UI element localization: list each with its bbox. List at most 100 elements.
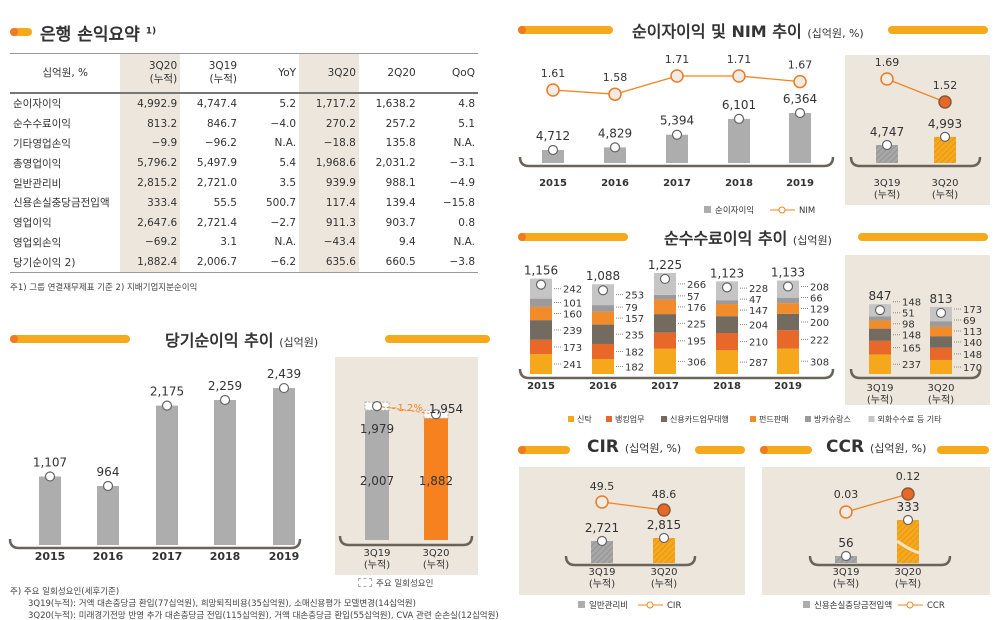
- legend-swatch: [568, 416, 574, 422]
- table-row: 기타영업손익 −9.9 −96.2 N.A. −18.8 135.8 N.A.: [10, 133, 478, 154]
- ccr-marker: [839, 505, 853, 519]
- section-marker-icon: [760, 446, 812, 454]
- summary-title-text: 은행 손익요약: [40, 25, 140, 45]
- data-point-marker: [102, 480, 114, 492]
- ccr-title: CCR (십억원, %): [826, 437, 926, 457]
- summary-footnote: 주1) 그룹 연결재무제표 기준 2) 지배기업지분순이익: [10, 283, 198, 293]
- data-point-marker: [278, 382, 290, 394]
- year-label: 2017: [651, 381, 679, 392]
- fee-segment-4: [592, 305, 614, 312]
- fee-segment-0: [777, 348, 799, 374]
- table-row: 총영업이익 5,796.2 5,497.9 5.4 1,968.6 2,031.2 −3.1: [10, 153, 478, 174]
- table-cell: −96.2: [204, 137, 237, 150]
- fee-ytd-axis-bracket: [849, 368, 982, 380]
- ytd-category-label: 3Q19: [867, 383, 894, 394]
- year-label: 2019: [786, 178, 814, 189]
- row-label: 일반관리비: [13, 177, 62, 190]
- table-cell: 5.1: [458, 117, 475, 130]
- table-cell: 911.3: [299, 212, 359, 233]
- ccr-marker: [901, 487, 915, 501]
- fee-segment-label: 147: [749, 306, 768, 317]
- column-header: 십억원, %: [10, 53, 121, 94]
- table-row: 신용손실충당금전입액 333.4 55.5 500.7 117.4 139.4 −15.8: [10, 192, 478, 213]
- ccr-bar-label: 333: [897, 500, 920, 514]
- nii-ytd-label: 4,993: [928, 117, 962, 131]
- net-income-year-label: 2016: [93, 550, 124, 563]
- legend-label: CIR: [667, 601, 681, 611]
- data-point-marker: [547, 144, 559, 156]
- yoy-change-label: −1.2%: [389, 403, 423, 414]
- net-income-ytd-value-label: 2,007: [360, 474, 394, 488]
- fee-segment-3: [716, 304, 738, 317]
- legend-swatch-bar: [704, 206, 711, 213]
- net-income-value-label: 964: [97, 465, 120, 479]
- fee-segment-label: 200: [810, 318, 829, 329]
- fee-segment-1: [930, 347, 952, 360]
- fee-segment-label: 160: [563, 310, 582, 321]
- fee-total-label: 1,088: [586, 269, 620, 283]
- net-interest-income-label: 4,829: [598, 126, 632, 140]
- data-point-marker: [371, 401, 383, 412]
- row-label: 순수수료이익: [13, 118, 71, 131]
- fee-segment-2: [777, 313, 799, 331]
- axis-break-icon: [896, 539, 920, 555]
- ytd-category-label: (누적): [867, 394, 893, 406]
- table-cell: 903.7: [385, 216, 416, 229]
- fee-segment-label: 98: [902, 320, 915, 331]
- fee-segment-2: [869, 328, 891, 341]
- row-label: 순이자이익: [13, 98, 62, 111]
- fee-segment-0: [530, 354, 552, 374]
- fee-segment-label: 225: [687, 319, 706, 330]
- year-label: 2015: [539, 178, 567, 189]
- data-point-marker: [597, 285, 609, 296]
- fee-total-label: 847: [869, 289, 892, 303]
- net-income-value-label: 2,439: [267, 367, 301, 381]
- cir-bar: [591, 541, 613, 563]
- net-interest-income-bar: [604, 147, 626, 163]
- cir-marker: [657, 503, 671, 517]
- ytd-category-label: (누적): [651, 578, 677, 590]
- fee-segment-label: 266: [687, 280, 706, 291]
- ccr-panel: [762, 467, 990, 595]
- ccr-bar-label: 56: [838, 536, 853, 550]
- cir-label: 49.5: [590, 480, 615, 493]
- data-point-marker: [658, 532, 670, 544]
- net-income-ytd-category-label: (누적): [364, 559, 390, 571]
- fee-title: 순수수료이익 추이 (십억원): [664, 225, 832, 249]
- table-row: 당기순이익 2) 1,882.4 2,006.7 −6.2 635.6 660.5 −3.8: [10, 252, 478, 273]
- nim-label: 1.71: [665, 53, 690, 66]
- data-point-marker: [671, 129, 683, 140]
- fee-segment-label: 308: [810, 357, 829, 368]
- fee-segment-3: [930, 326, 952, 337]
- net-income-bar: [214, 400, 236, 545]
- fee-segment-label: 176: [687, 303, 706, 314]
- ytd-category-label: 3Q20: [895, 567, 922, 578]
- data-point-marker: [782, 281, 794, 292]
- nim-label: 1.67: [788, 59, 813, 72]
- data-point-marker: [44, 471, 56, 482]
- net-income-footnote-3q19: 3Q19(누적): 거액 대손충당금 환입(77십억원), 희망퇴직비용(35십…: [28, 599, 416, 609]
- fee-segment-label: 113: [963, 327, 982, 338]
- table-cell: 1,968.6: [299, 153, 359, 174]
- nim-marker: [608, 87, 622, 101]
- year-label: 2017: [663, 178, 691, 189]
- fee-segment-2: [592, 324, 614, 344]
- table-cell: −18.8: [299, 133, 359, 154]
- table-cell: −3.1: [449, 157, 476, 170]
- net-income-bar: [273, 388, 295, 545]
- table-cell: N.A.: [274, 137, 297, 150]
- table-cell: −4.0: [270, 117, 297, 130]
- fee-segment-label: 235: [625, 330, 644, 341]
- net-income-ytd-category-label: 3Q20: [423, 548, 450, 559]
- table-cell: −15.8: [442, 196, 475, 209]
- table-cell: 270.2: [299, 113, 359, 134]
- net-income-footnote-title: 주) 주요 일회성요인(세후기준): [10, 587, 120, 597]
- net-income-value-label: 2,175: [150, 385, 184, 399]
- table-cell: 2,721.0: [196, 177, 237, 190]
- nim-marker: [546, 83, 560, 97]
- year-label: 2018: [725, 178, 753, 189]
- cir-bar-label: 2,721: [585, 521, 619, 535]
- year-label: 2016: [589, 381, 617, 392]
- legend-label: 방카슈랑스: [814, 414, 851, 424]
